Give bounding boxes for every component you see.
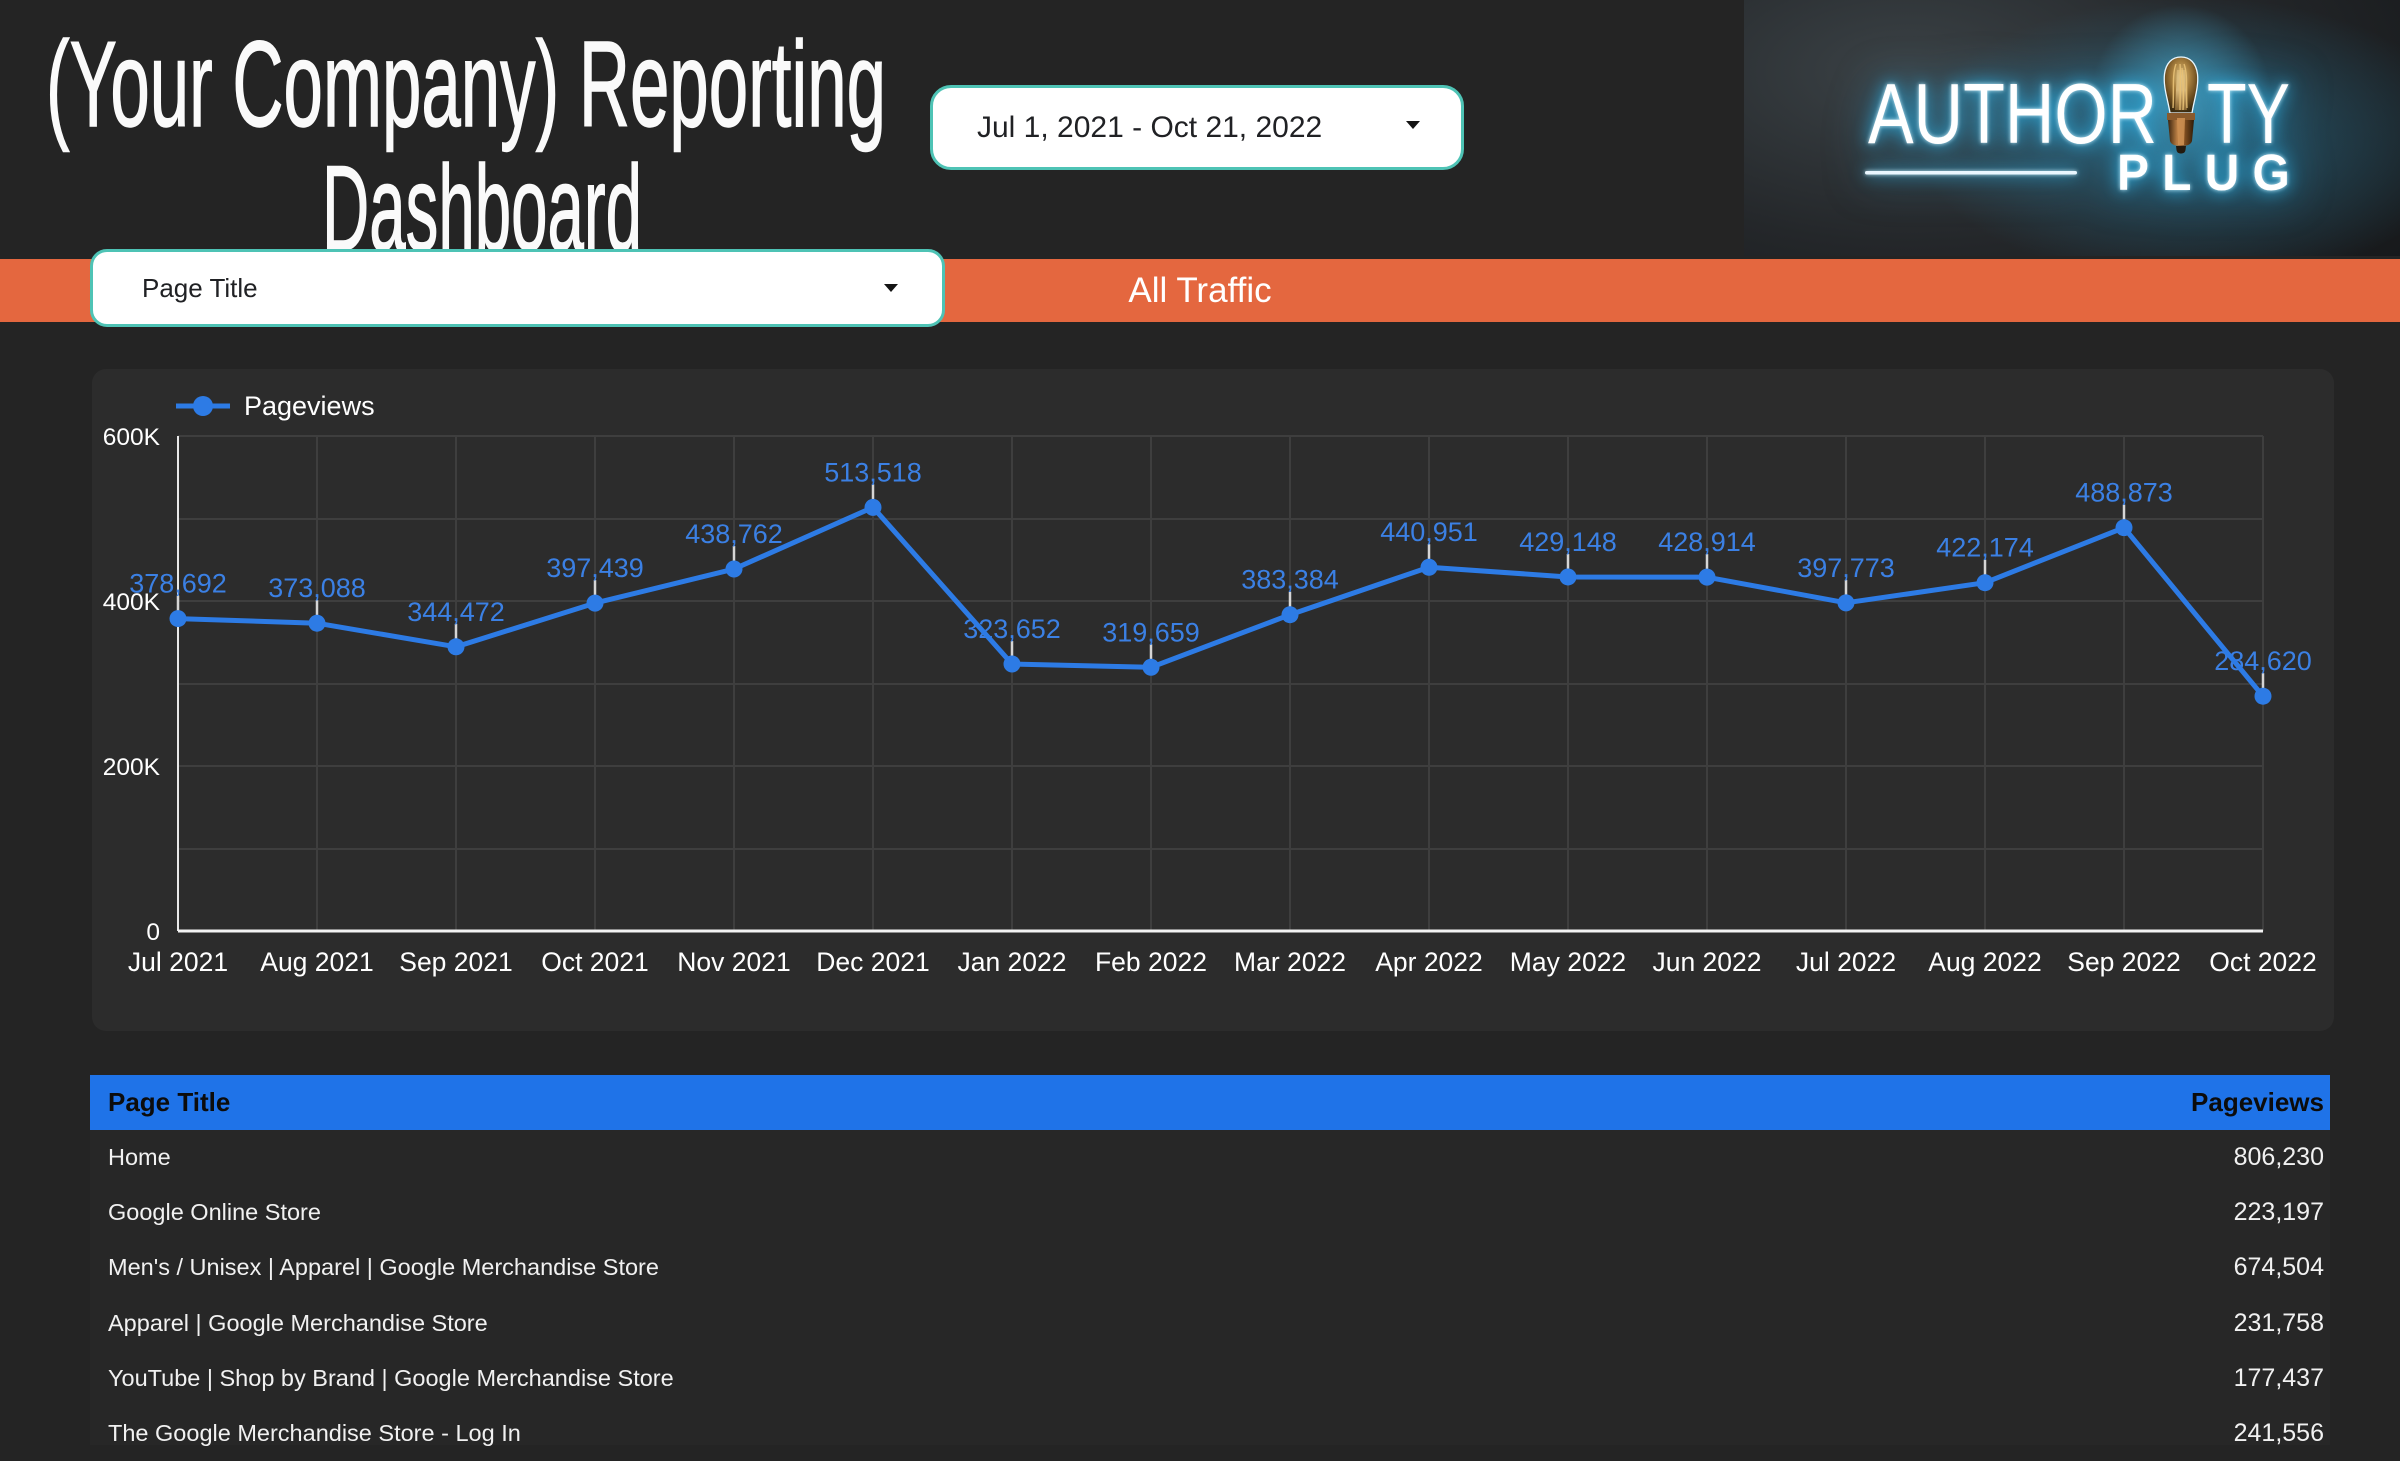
svg-text:May 2022: May 2022: [1510, 947, 1626, 977]
svg-text:378,692: 378,692: [129, 569, 227, 599]
svg-text:400K: 400K: [103, 589, 161, 616]
svg-text:319,659: 319,659: [1102, 617, 1200, 647]
svg-text:600K: 600K: [103, 424, 161, 451]
svg-text:429,148: 429,148: [1519, 527, 1617, 557]
svg-text:Jan 2022: Jan 2022: [957, 947, 1066, 977]
svg-text:488,873: 488,873: [2075, 478, 2173, 508]
svg-text:383,384: 383,384: [1241, 565, 1339, 595]
svg-text:422,174: 422,174: [1936, 533, 2034, 563]
svg-text:513,518: 513,518: [824, 457, 922, 487]
svg-text:397,439: 397,439: [546, 553, 644, 583]
svg-text:Mar 2022: Mar 2022: [1234, 947, 1346, 977]
svg-text:438,762: 438,762: [685, 519, 783, 549]
svg-text:TY: TY: [2207, 67, 2290, 162]
svg-text:Nov 2021: Nov 2021: [677, 947, 790, 977]
svg-text:440,951: 440,951: [1380, 517, 1478, 547]
svg-text:PLUG: PLUG: [2117, 144, 2303, 201]
svg-text:0: 0: [146, 919, 160, 946]
svg-text:Aug 2021: Aug 2021: [260, 947, 373, 977]
svg-text:Feb 2022: Feb 2022: [1095, 947, 1207, 977]
svg-text:Sep 2022: Sep 2022: [2067, 947, 2180, 977]
svg-text:Dec 2021: Dec 2021: [816, 947, 929, 977]
svg-text:Jul 2021: Jul 2021: [128, 947, 228, 977]
svg-text:373,088: 373,088: [268, 573, 366, 603]
svg-text:(Your Company) Reporting: (Your Company) Reporting: [46, 16, 886, 152]
svg-text:Pageviews: Pageviews: [244, 391, 375, 421]
svg-text:Jun 2022: Jun 2022: [1652, 947, 1761, 977]
svg-text:428,914: 428,914: [1658, 527, 1756, 557]
svg-text:Aug 2022: Aug 2022: [1928, 947, 2041, 977]
svg-text:284,620: 284,620: [2214, 646, 2312, 676]
svg-text:Sep 2021: Sep 2021: [399, 947, 512, 977]
svg-text:Apr 2022: Apr 2022: [1375, 947, 1483, 977]
svg-text:Jul 2022: Jul 2022: [1796, 947, 1896, 977]
svg-text:AUTHOR: AUTHOR: [1868, 67, 2157, 162]
svg-text:200K: 200K: [103, 754, 161, 781]
svg-text:Oct 2021: Oct 2021: [541, 947, 649, 977]
svg-text:397,773: 397,773: [1797, 553, 1895, 583]
svg-text:344,472: 344,472: [407, 597, 505, 627]
svg-text:Oct 2022: Oct 2022: [2209, 947, 2317, 977]
